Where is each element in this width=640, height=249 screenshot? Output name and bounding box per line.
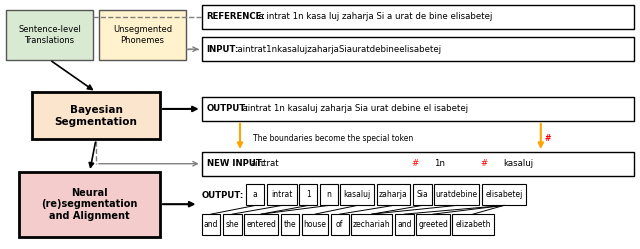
Text: 1n: 1n: [435, 159, 445, 168]
FancyBboxPatch shape: [223, 214, 242, 235]
Text: she: she: [226, 220, 239, 229]
Text: greeted: greeted: [418, 220, 448, 229]
Text: Sia: Sia: [417, 190, 428, 199]
FancyBboxPatch shape: [202, 152, 634, 176]
FancyBboxPatch shape: [244, 214, 278, 235]
Text: intrat: intrat: [271, 190, 292, 199]
FancyBboxPatch shape: [320, 184, 338, 205]
FancyBboxPatch shape: [340, 184, 374, 205]
Text: aintrat1nkasalujzaharjaSiauratdebineelisabetej: aintrat1nkasalujzaharjaSiauratdebineelis…: [232, 45, 442, 54]
FancyBboxPatch shape: [302, 214, 328, 235]
Text: INPUT:: INPUT:: [207, 45, 239, 54]
FancyBboxPatch shape: [376, 184, 410, 205]
FancyBboxPatch shape: [452, 214, 493, 235]
FancyBboxPatch shape: [395, 214, 413, 235]
Text: elisabetej: elisabetej: [485, 190, 523, 199]
Text: #: #: [544, 134, 550, 143]
FancyBboxPatch shape: [300, 184, 317, 205]
Text: zechariah: zechariah: [353, 220, 390, 229]
Text: zaharja: zaharja: [379, 190, 408, 199]
Text: elizabeth: elizabeth: [455, 220, 491, 229]
Text: Sentence-level
Translations: Sentence-level Translations: [18, 25, 81, 45]
FancyBboxPatch shape: [19, 172, 160, 237]
FancyBboxPatch shape: [481, 184, 526, 205]
Text: Unsegmented
Phonemes: Unsegmented Phonemes: [113, 25, 172, 45]
Text: kasaluj: kasaluj: [504, 159, 534, 168]
Text: house: house: [303, 220, 326, 229]
Text: the: the: [284, 220, 296, 229]
Text: uratdebine: uratdebine: [435, 190, 477, 199]
Text: of: of: [336, 220, 344, 229]
FancyBboxPatch shape: [202, 214, 220, 235]
Text: OUTPUT:: OUTPUT:: [207, 104, 249, 114]
FancyBboxPatch shape: [280, 214, 300, 235]
Text: #: #: [481, 159, 488, 168]
Text: Bayesian
Segmentation: Bayesian Segmentation: [54, 105, 138, 126]
Text: OUTPUT:: OUTPUT:: [202, 191, 244, 200]
FancyBboxPatch shape: [6, 10, 93, 60]
Text: and: and: [204, 220, 218, 229]
Text: aintrat: aintrat: [250, 159, 279, 168]
Text: REFERENCE:: REFERENCE:: [207, 12, 266, 21]
Text: Neural
(re)segmentation
and Alignment: Neural (re)segmentation and Alignment: [42, 187, 138, 221]
FancyBboxPatch shape: [434, 184, 479, 205]
FancyBboxPatch shape: [99, 10, 186, 60]
FancyBboxPatch shape: [246, 184, 264, 205]
FancyBboxPatch shape: [351, 214, 392, 235]
Text: kasaluj: kasaluj: [344, 190, 371, 199]
FancyBboxPatch shape: [202, 37, 634, 61]
Text: NEW INPUT:: NEW INPUT:: [207, 159, 264, 168]
Text: 1: 1: [306, 190, 311, 199]
FancyBboxPatch shape: [267, 184, 297, 205]
FancyBboxPatch shape: [202, 97, 634, 121]
Text: The boundaries become the special token: The boundaries become the special token: [253, 134, 415, 143]
Text: a: a: [253, 190, 258, 199]
Text: entered: entered: [246, 220, 276, 229]
Text: a intrat 1n kasa luj zaharja Si a urat de bine elisabetej: a intrat 1n kasa luj zaharja Si a urat d…: [253, 12, 492, 21]
Text: aintrat 1n kasaluj zaharja Sia urat debine el isabetej: aintrat 1n kasaluj zaharja Sia urat debi…: [237, 104, 468, 114]
Text: and: and: [397, 220, 412, 229]
FancyBboxPatch shape: [413, 184, 431, 205]
FancyBboxPatch shape: [32, 92, 160, 139]
FancyBboxPatch shape: [331, 214, 349, 235]
FancyBboxPatch shape: [202, 5, 634, 29]
Text: n: n: [326, 190, 332, 199]
FancyBboxPatch shape: [416, 214, 450, 235]
Text: #: #: [412, 159, 419, 168]
